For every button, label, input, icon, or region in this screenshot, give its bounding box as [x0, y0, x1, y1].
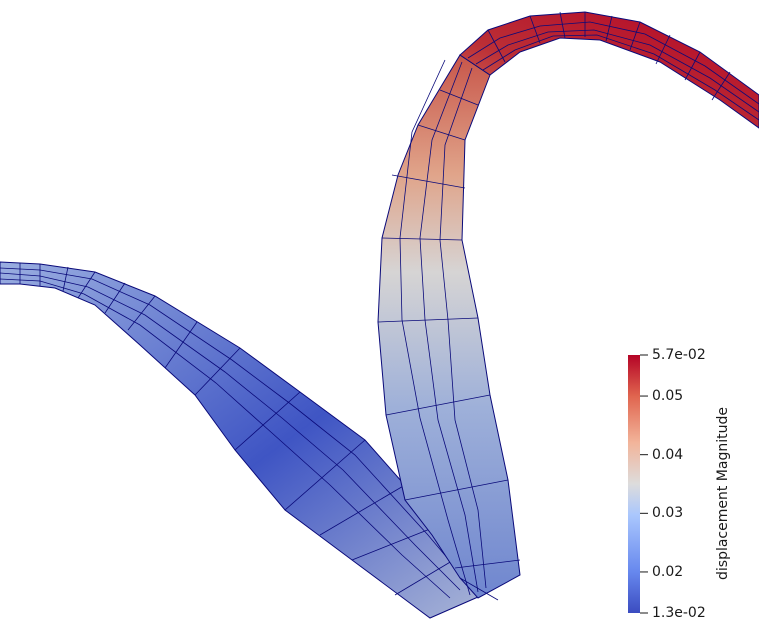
colorbar-tick-label: 0.04: [652, 446, 684, 463]
colorbar-tick-label: 0.05: [652, 388, 684, 405]
colorbar-tick-label: 5.7e-02: [652, 347, 706, 363]
colorbar-tick-label: 0.02: [652, 563, 684, 580]
colorbar-tick-label: 1.3e-02: [652, 605, 706, 621]
mesh-left-arm: [0, 261, 481, 619]
mesh-top-arch: [459, 11, 759, 129]
colorbar-title: displacement Magnitude: [715, 407, 731, 580]
colorbar-graphic: [628, 354, 648, 614]
colorbar-tick-label: 0.03: [652, 505, 684, 522]
colorbar: displacement Magnitude 5.7e-02 0.05 0.04 0.…: [620, 348, 755, 620]
mesh-right-arm: [377, 54, 521, 601]
